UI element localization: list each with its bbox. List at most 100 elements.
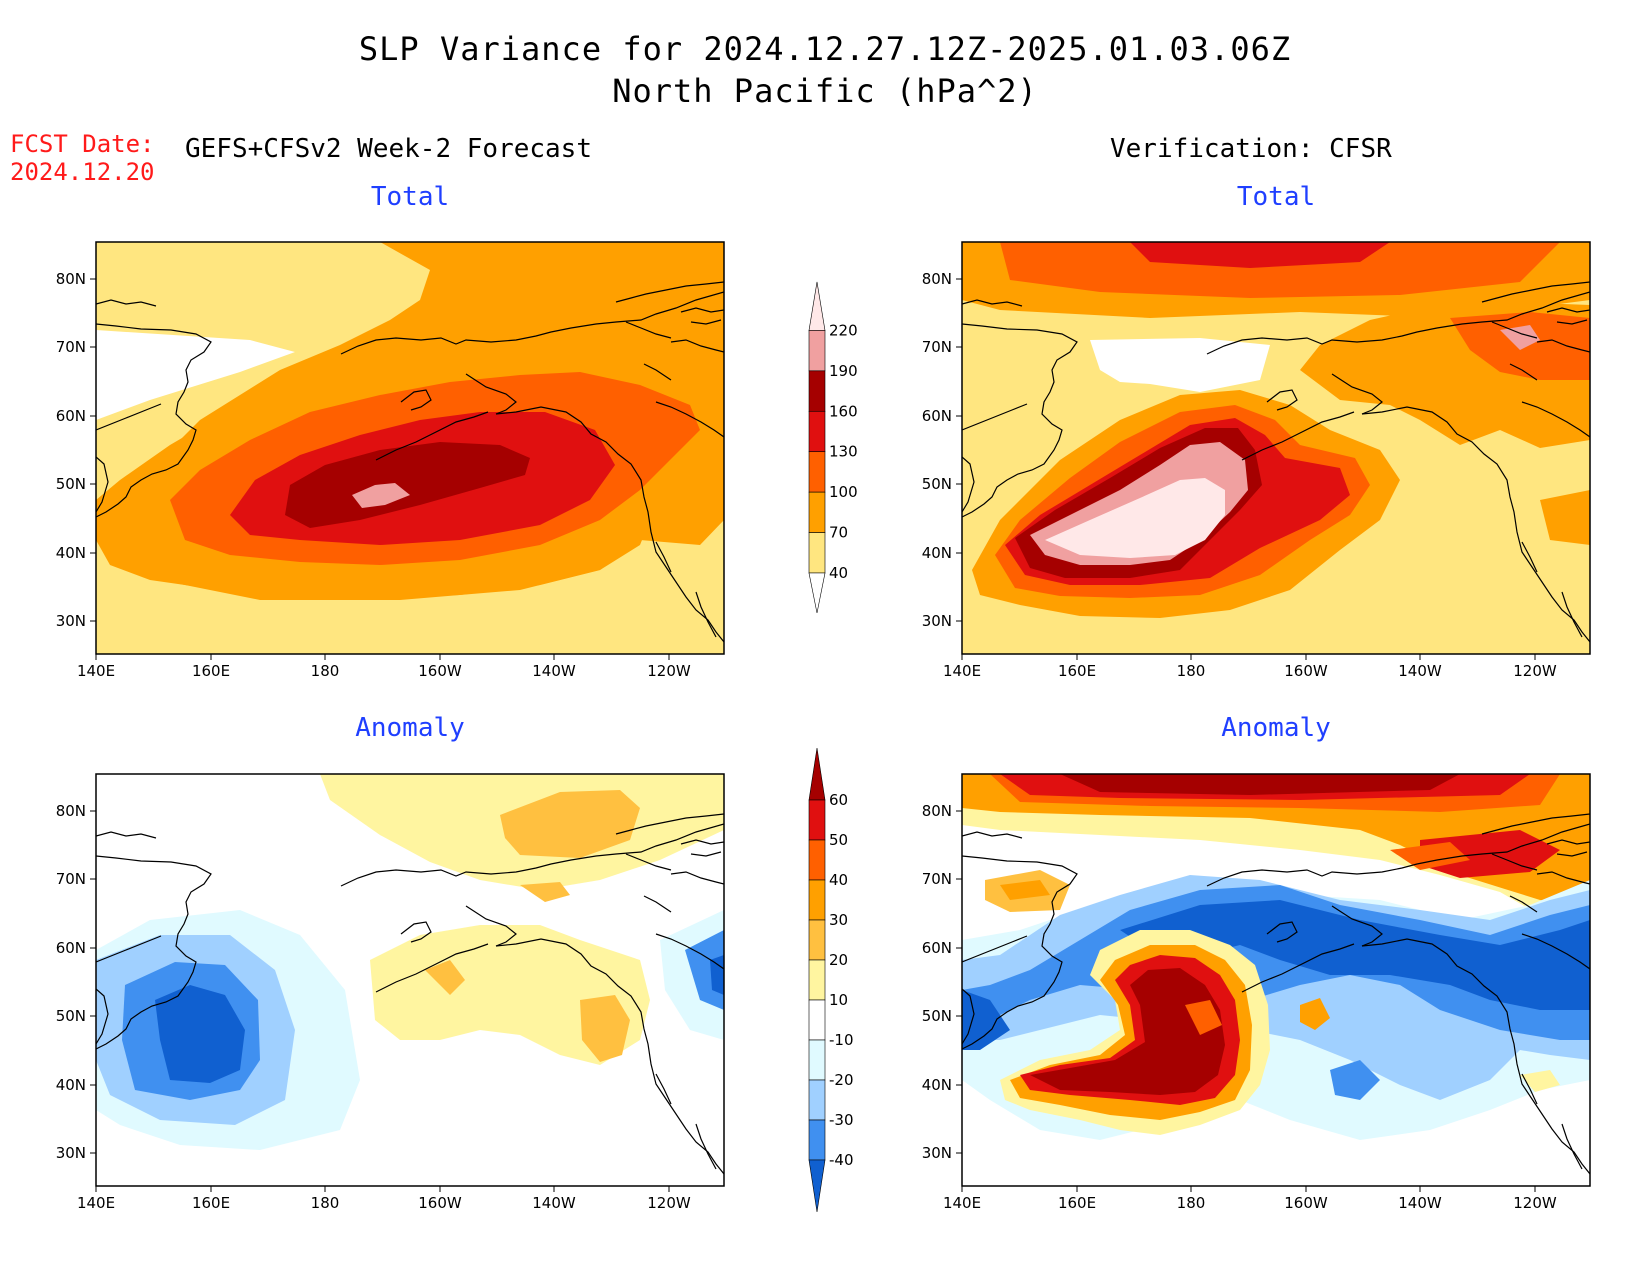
colorbar-level-label: -30 [829,1111,854,1129]
colorbar-anomaly: 60 50 40 30 20 10 -10 -20 -30 -40 [808,747,854,1213]
lon-tick-label: 140E [77,662,115,680]
lon-tick-label: 180 [311,1194,340,1212]
colorbar-swatch [808,451,826,493]
lon-tick-label: 120W [647,1194,691,1212]
lat-tick-label: 40N [922,544,952,562]
lon-tick-label: 140W [1398,1194,1442,1212]
lon-tick-label: 140E [943,1194,981,1212]
map-forecast-total [96,242,724,654]
colorbar-swatch [808,370,826,412]
lat-tick-label: 70N [922,338,952,356]
lon-tick-label: 160W [418,662,462,680]
colorbar-level-label: 40 [829,564,848,582]
colorbar-swatch [808,572,826,614]
lon-tick-label: 160E [1058,1194,1096,1212]
colorbar-swatch [808,410,826,453]
forecast-header: GEFS+CFSv2 Week-2 Forecast [185,134,592,164]
lon-tick-label: 160E [192,662,230,680]
colorbar-level-label: 160 [829,402,858,420]
lat-tick-label: 30N [56,1144,86,1162]
lon-tick-label: 180 [1177,1194,1206,1212]
lat-tick-label: 70N [922,870,952,888]
lat-tick-label: 50N [922,1007,952,1025]
lat-tick-label: 50N [56,475,86,493]
lon-tick-label: 140E [77,1194,115,1212]
colorbar-level-label: 30 [829,911,848,929]
lon-tick-label: 180 [311,662,340,680]
colorbar-level-label: -20 [829,1071,854,1089]
lat-tick-label: 70N [56,870,86,888]
lat-tick-label: 40N [56,1076,86,1094]
colorbar-level-label: 20 [829,951,848,969]
fcst-date-value: 2024.12.20 [10,158,155,186]
lat-tick-label: 80N [922,270,952,288]
lat-tick-label: 80N [56,802,86,820]
colorbar-level-label: 220 [829,321,858,339]
panel-title-verification-total: Total [1236,182,1316,212]
frame-verification-anomaly [961,773,1591,1187]
colorbar-swatch [808,919,826,961]
lon-tick-label: 120W [1513,1194,1557,1212]
lon-tick-label: 140E [943,662,981,680]
colorbar-level-label: 100 [829,483,858,501]
colorbar-swatch [808,532,826,574]
colorbar-level-label: 190 [829,362,858,380]
lon-tick-label: 120W [1513,662,1557,680]
colorbar-swatch [808,330,826,372]
colorbar-swatch [808,799,826,841]
lat-tick-label: 80N [922,802,952,820]
panel-title-verification-anomaly: Anomaly [1221,713,1331,743]
colorbar-total: 220 190 160 130 100 70 40 [808,281,858,614]
colorbar-swatch [808,959,826,1001]
frame-forecast-anomaly [95,773,725,1187]
frame-forecast-total [95,241,725,655]
colorbar-swatch [808,281,826,331]
lat-tick-label: 60N [56,407,86,425]
fcst-date-label: FCST Date: [10,130,155,158]
lat-tick-label: 60N [56,939,86,957]
colorbar-level-label: 130 [829,443,858,461]
colorbar-level-label: 10 [829,991,848,1009]
lat-tick-label: 50N [56,1007,86,1025]
lon-tick-label: 160E [192,1194,230,1212]
lat-tick-label: 70N [56,338,86,356]
lon-tick-label: 180 [1177,662,1206,680]
main-subtitle: North Pacific (hPa^2) [612,72,1038,110]
lon-tick-label: 160E [1058,662,1096,680]
lat-tick-label: 80N [56,270,86,288]
colorbar-swatch [808,747,826,801]
colorbar-swatch [808,999,826,1041]
colorbar-swatch [808,491,826,533]
colorbar-swatch [808,1079,826,1121]
lon-tick-label: 120W [647,662,691,680]
colorbar-level-label: -40 [829,1151,854,1169]
map-verification-anomaly [962,774,1590,1186]
lon-tick-label: 140W [1398,662,1442,680]
lon-tick-label: 160W [1284,662,1328,680]
colorbar-swatch [808,1039,826,1081]
lat-tick-label: 40N [56,544,86,562]
verification-header: Verification: CFSR [1110,134,1392,164]
colorbar-level-label: -10 [829,1031,854,1049]
lon-tick-label: 140W [532,1194,576,1212]
colorbar-swatch [808,839,826,881]
map-verification-total [962,242,1590,654]
axes-layer: 80N 70N 60N 50N 40N 30N 140E 160E 180 160W 140W 120… [56,270,1557,1212]
colorbar-level-label: 50 [829,831,848,849]
lat-tick-label: 50N [922,475,952,493]
frame-verification-total [961,241,1591,655]
lon-tick-label: 160W [418,1194,462,1212]
lat-tick-label: 30N [922,612,952,630]
lat-tick-label: 60N [922,939,952,957]
colorbar-level-label: 40 [829,871,848,889]
colorbar-level-label: 70 [829,524,848,542]
main-title: SLP Variance for 2024.12.27.12Z-2025.01.… [358,30,1292,68]
colorbar-swatch [808,879,826,921]
map-forecast-anomaly [96,774,724,1186]
panel-title-forecast-anomaly: Anomaly [355,713,465,743]
lat-tick-label: 40N [922,1076,952,1094]
panel-title-forecast-total: Total [370,182,450,212]
lon-tick-label: 160W [1284,1194,1328,1212]
colorbar-swatch [808,1119,826,1161]
